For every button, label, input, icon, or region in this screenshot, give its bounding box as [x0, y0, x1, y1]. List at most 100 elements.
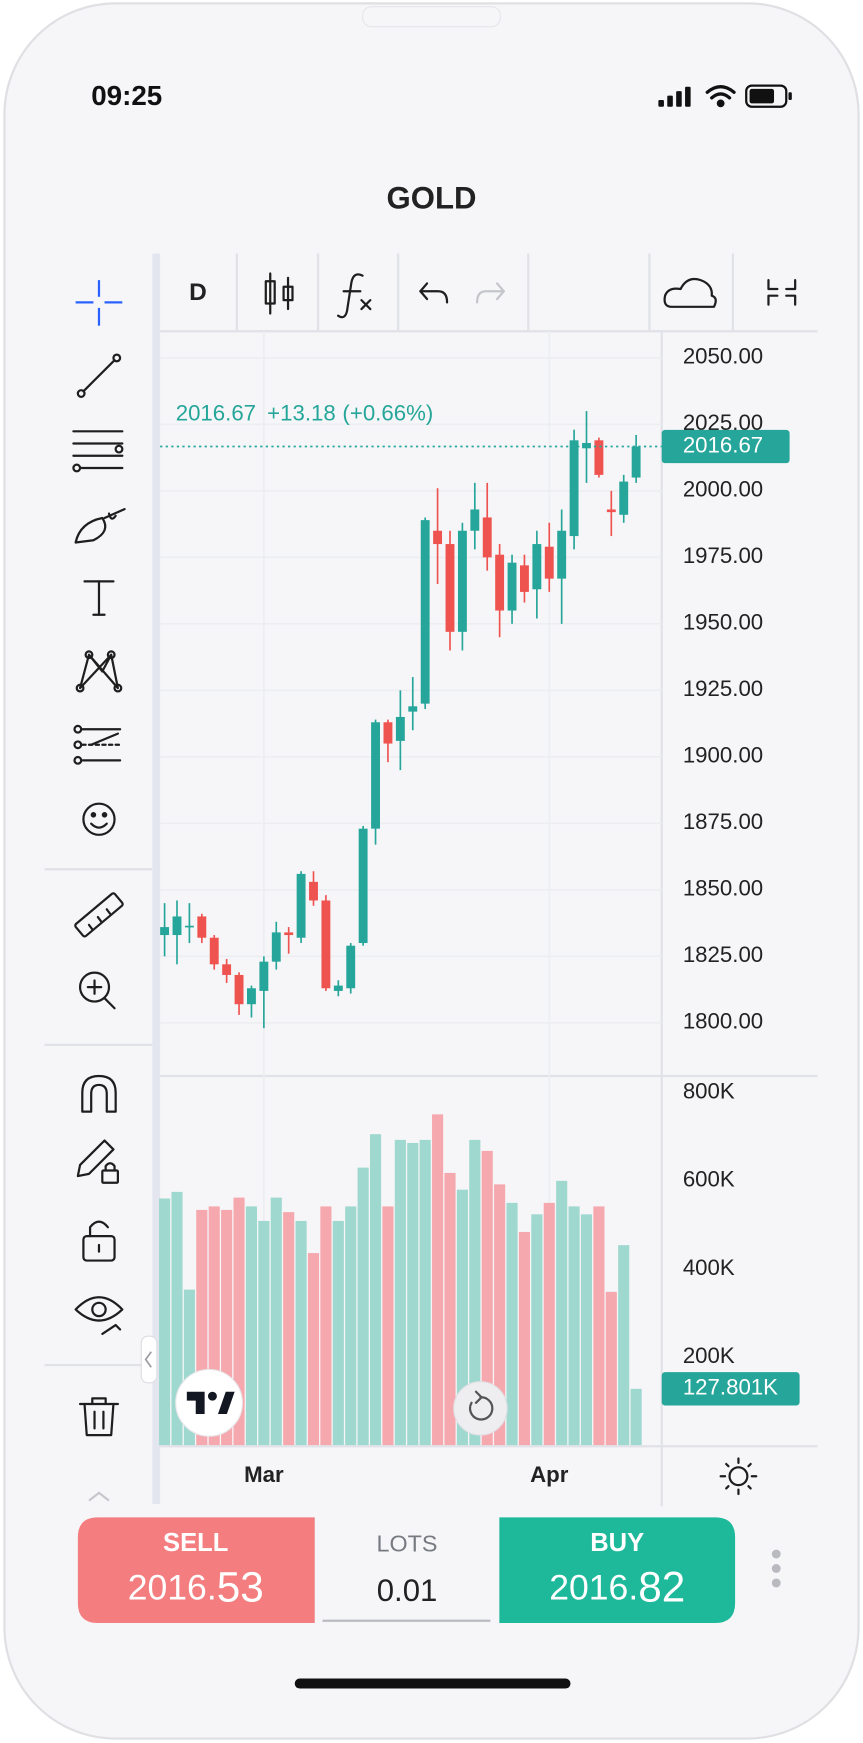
- y-tick-label: 800K: [683, 1079, 735, 1104]
- volume-bar: [208, 1206, 220, 1446]
- candle-body: [495, 554, 505, 611]
- delete-tool[interactable]: [78, 1397, 119, 1437]
- volume-bar: [518, 1231, 531, 1446]
- sell-price-pips: 53: [217, 1564, 264, 1611]
- status-time: 09:25: [91, 80, 162, 111]
- forecast-tool[interactable]: [73, 724, 122, 765]
- volume-bar: [183, 1289, 195, 1446]
- volume-bar: [320, 1206, 332, 1446]
- x-tick-label: Apr: [530, 1462, 569, 1487]
- logo-button[interactable]: [175, 1368, 243, 1437]
- sell-button[interactable]: [77, 1517, 315, 1623]
- settings-button[interactable]: [719, 1457, 758, 1496]
- panel-toggle-arrow: [144, 1351, 152, 1368]
- undo-button[interactable]: [419, 282, 449, 304]
- candle-body: [507, 562, 517, 611]
- panel-toggle[interactable]: [140, 1335, 158, 1384]
- candle-body: [234, 974, 244, 1005]
- volume-bar: [258, 1220, 270, 1446]
- magnet-tool[interactable]: [81, 1074, 117, 1113]
- candle-body: [520, 565, 529, 592]
- logo-mark: [186, 1391, 235, 1414]
- collapse-button[interactable]: [767, 279, 797, 306]
- buy-label: BUY: [590, 1529, 644, 1557]
- sell-price: 2016.53: [128, 1564, 264, 1611]
- candle-body: [408, 706, 418, 712]
- y-tick-label: 1950.00: [683, 610, 763, 635]
- x-tick-label: Mar: [244, 1462, 284, 1487]
- volume-bar: [593, 1206, 605, 1446]
- y-tick-label: 1825.00: [683, 942, 763, 967]
- candle-body: [184, 925, 194, 928]
- symbol-title: GOLD: [387, 180, 477, 215]
- lock-drawing-tool[interactable]: [76, 1139, 119, 1184]
- volume-bar: [369, 1134, 382, 1446]
- candle-body: [197, 916, 207, 938]
- brush-tool[interactable]: [74, 508, 126, 544]
- sell-price-main: 2016.: [128, 1568, 217, 1608]
- fib-tool[interactable]: [72, 430, 124, 473]
- volume-bar: [531, 1214, 543, 1446]
- reset-icon: [468, 1390, 494, 1421]
- candle-body: [209, 937, 219, 965]
- wifi-icon: [705, 85, 736, 108]
- ruler-tool[interactable]: [74, 892, 124, 938]
- volume-bar: [568, 1206, 580, 1446]
- y-tick-label: 1975.00: [683, 543, 763, 568]
- candle-body: [532, 544, 542, 590]
- volume-bar: [382, 1206, 394, 1446]
- candle-body: [333, 985, 343, 991]
- visibility-tool[interactable]: [74, 1296, 124, 1336]
- text-tool[interactable]: [83, 580, 115, 616]
- crosshair-tool[interactable]: [75, 280, 123, 326]
- candle-body: [619, 481, 629, 515]
- zoom-tool[interactable]: [78, 971, 116, 1010]
- y-tick-label: 1800.00: [683, 1009, 763, 1034]
- candle-body: [482, 517, 492, 558]
- volume-bar: [506, 1202, 518, 1446]
- volume-bar: [630, 1388, 642, 1446]
- redo-button[interactable]: [475, 282, 505, 304]
- reset-button[interactable]: [453, 1381, 508, 1436]
- lock-tool[interactable]: [82, 1220, 116, 1262]
- indicators-button[interactable]: [336, 273, 372, 319]
- volume-bar: [245, 1206, 258, 1446]
- toolbar-divider: [152, 253, 161, 1505]
- volume-bar: [618, 1245, 630, 1446]
- candle-body: [594, 440, 604, 475]
- cloud-button[interactable]: [663, 277, 717, 308]
- y-tick-label: 2050.00: [683, 344, 763, 369]
- toolbar-cell-dividers: [235, 253, 734, 332]
- interval-button[interactable]: D: [189, 279, 207, 306]
- volume-bar: [233, 1197, 245, 1446]
- sell-label: SELL: [163, 1529, 228, 1557]
- volume-bar: [221, 1209, 233, 1446]
- last-price-box: [661, 429, 790, 464]
- candle-body: [160, 927, 170, 936]
- more-button[interactable]: [771, 1549, 781, 1588]
- pattern-tool[interactable]: [75, 650, 123, 693]
- y-tick-label: 600K: [683, 1167, 735, 1192]
- buy-price-main: 2016.: [549, 1568, 638, 1608]
- trendline-tool[interactable]: [76, 353, 122, 398]
- candle-body: [433, 530, 443, 545]
- toolbar-expand[interactable]: [88, 1491, 110, 1502]
- buy-price-pips: 82: [638, 1564, 685, 1611]
- candle-body: [383, 722, 393, 744]
- volume-bar: [196, 1209, 208, 1446]
- chart-type-button[interactable]: [264, 272, 294, 315]
- candle-body: [371, 722, 380, 829]
- lots-input[interactable]: 0.01: [377, 1573, 438, 1608]
- volume-bar: [543, 1202, 555, 1446]
- candle-body: [172, 916, 182, 936]
- last-volume-box: [661, 1372, 800, 1406]
- battery-icon: [745, 84, 792, 108]
- buy-button[interactable]: [499, 1517, 736, 1623]
- candle-body: [582, 442, 591, 449]
- y-tick-label: 200K: [683, 1343, 735, 1368]
- volume-bar: [407, 1142, 419, 1446]
- emoji-tool[interactable]: [82, 802, 116, 836]
- candle-body: [346, 945, 356, 989]
- candle-body: [457, 530, 467, 632]
- candle-body: [445, 544, 455, 632]
